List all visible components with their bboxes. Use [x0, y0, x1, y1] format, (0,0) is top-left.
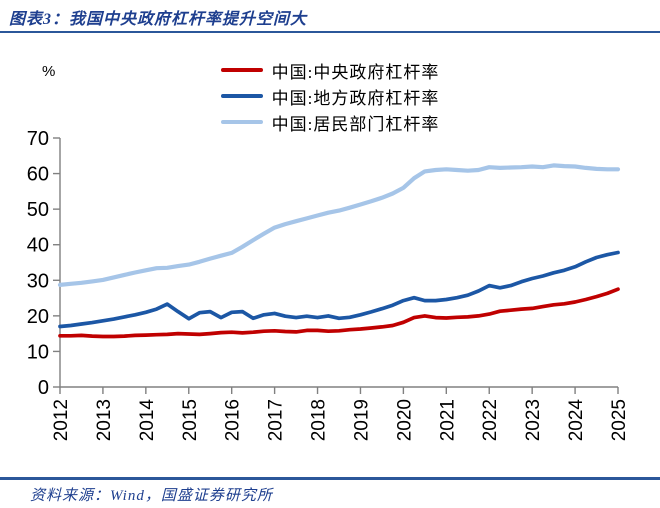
series-line — [58, 287, 620, 339]
y-tick-label: 30 — [27, 270, 49, 292]
header-divider — [0, 31, 660, 33]
y-tick-label: 40 — [27, 235, 49, 257]
legend-swatch-local — [220, 94, 263, 98]
x-tick-label: 2013 — [94, 399, 115, 441]
legend-swatch-household — [220, 120, 263, 124]
x-tick-label: 2025 — [609, 399, 630, 441]
x-tick-label: 2015 — [180, 399, 201, 441]
y-tick-label: 0 — [38, 377, 49, 399]
y-tick-label: 10 — [27, 341, 49, 363]
x-tick-label: 2014 — [137, 399, 158, 442]
x-tick-label: 2018 — [309, 399, 330, 441]
x-tick-label: 2019 — [351, 399, 372, 441]
x-tick-label: 2017 — [266, 399, 287, 441]
x-tick-label: 2020 — [394, 399, 415, 441]
y-tick-label: 60 — [27, 164, 49, 186]
y-tick-label: 20 — [27, 306, 49, 328]
x-tick-label: 2012 — [51, 399, 72, 441]
legend-swatch-central — [220, 68, 263, 72]
legend-item-local: 中国:地方政府杠杆率 — [220, 83, 440, 109]
y-axis-unit-label: % — [42, 63, 56, 80]
legend-label-local: 中国:地方政府杠杆率 — [271, 88, 440, 108]
page-title: 图表3：我国中央政府杠杆率提升空间大 — [9, 11, 308, 28]
legend-item-household: 中国:居民部门杠杆率 — [220, 109, 440, 135]
series-line — [58, 250, 620, 329]
axis-lines — [59, 138, 618, 388]
y-tick-label: 70 — [27, 128, 49, 150]
legend-label-central: 中国:中央政府杠杆率 — [271, 62, 440, 82]
chart-legend: 中国:中央政府杠杆率 中国:地方政府杠杆率 中国:居民部门杠杆率 — [0, 57, 660, 135]
x-tick-label: 2022 — [480, 399, 501, 441]
x-tick-label: 2016 — [223, 399, 244, 441]
source-note: 资料来源：Wind，国盛证券研究所 — [30, 488, 273, 504]
y-tick-label: 50 — [27, 199, 49, 221]
x-tick-label: 2021 — [437, 399, 458, 441]
footer-divider — [0, 477, 660, 480]
series-line — [57, 163, 621, 287]
legend-label-household: 中国:居民部门杠杆率 — [271, 114, 440, 134]
x-tick-label: 2024 — [566, 399, 587, 442]
x-tick-label: 2023 — [523, 399, 544, 441]
legend-item-central: 中国:中央政府杠杆率 — [220, 57, 440, 83]
